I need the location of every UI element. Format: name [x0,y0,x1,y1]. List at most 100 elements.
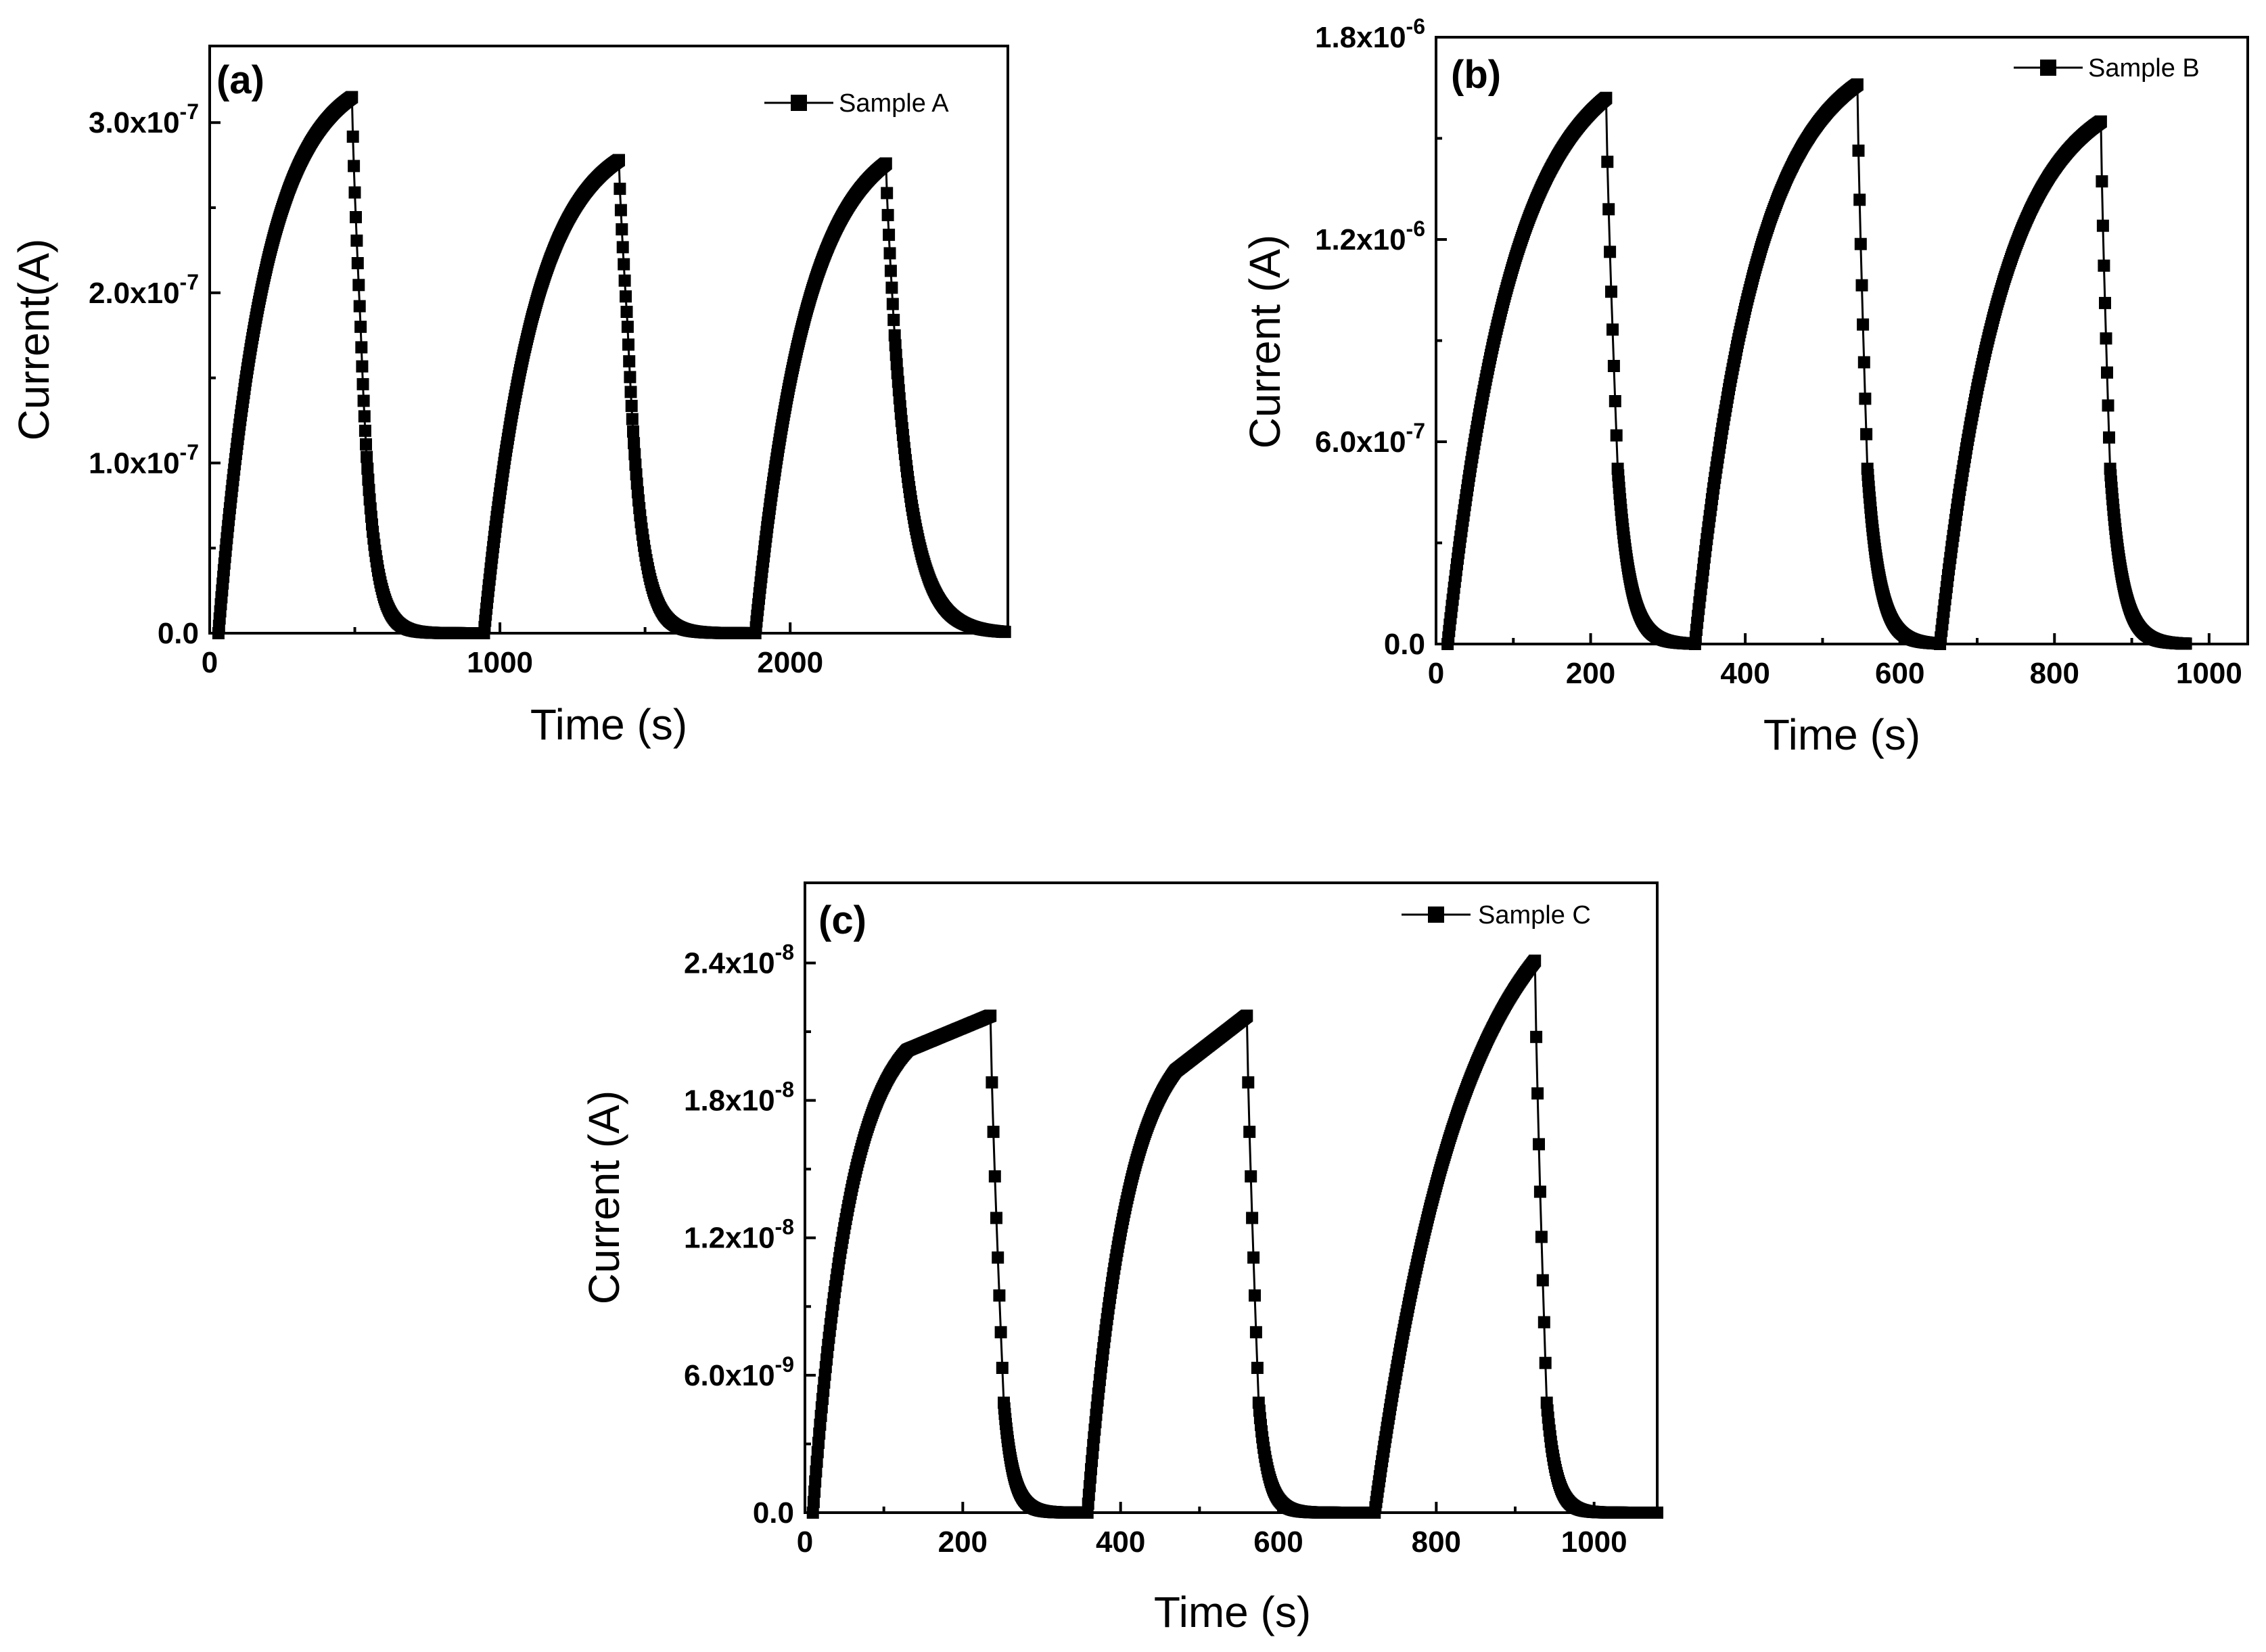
panel-b-data-point [1610,429,1623,442]
panel-c-data-point [1242,1076,1255,1088]
panel-a-data-point [620,290,632,303]
panel-a-data-point [628,448,641,461]
panel-b-x-tick-label: 800 [2030,657,2079,690]
panel-b-y-tick-label: 6.0x10-7 [1315,419,1425,459]
panel-a-data-point [352,279,365,292]
panel-b-data-point [1609,395,1621,407]
panel-b-x-tick-label: 400 [1720,657,1770,690]
panel-b-data-point [1605,285,1617,298]
panel-b-x-tick-label: 200 [1566,657,1615,690]
panel-a-series-line [217,95,1005,635]
panel-b-data-point [2100,332,2112,345]
panel-c-data-point [806,1507,819,1519]
panel-c-data-point [1245,1170,1257,1183]
panel-c-data-point [1533,1185,1546,1198]
panel-a-tag: (a) [216,58,264,102]
panel-b-data-point [1853,193,1866,206]
panel-a-data-point [889,339,902,352]
panel-b-x-tick-label: 600 [1875,657,1924,690]
panel-b-data-point [1602,203,1615,216]
panel-b-y-axis-label: Current (A) [1241,235,1289,449]
panel-a-data-point [360,438,372,451]
panel-a-data-point [883,229,896,242]
panel-c-data-point [1530,1030,1543,1043]
panel-a-y-tick-label: 1.0x10-7 [89,440,199,480]
panel-c-data-point [1243,1126,1256,1139]
panel-a-legend: Sample A [764,89,949,118]
panel-b-legend-label: Sample B [2088,54,2200,83]
panel-a-x-tick-label: 2000 [757,646,823,679]
panel-a-data-point [618,258,630,271]
panel-b-y-tick-label: 1.8x10-6 [1315,14,1425,54]
panel-a-data-point [885,281,898,294]
panel-c-y-tick-label: 0.0 [753,1496,794,1530]
panel-a-x-tick-label: 1000 [467,646,533,679]
panel-b-data-point [2094,115,2107,128]
panel-a-data-point [889,348,902,361]
panel-c-legend-label: Sample C [1478,901,1591,930]
panel-a-data-point [362,474,375,486]
panel-a-data-point [886,298,899,311]
panel-b-data-point [2102,399,2114,412]
panel-c-data-point [810,1465,823,1478]
panel-a-data-point [879,157,892,170]
panel-a-data-point [350,234,363,247]
panel-b-data-point [1855,279,1868,292]
panel-c-data-point [1537,1316,1550,1329]
panel-a-data-point [354,321,367,334]
panel-b-data-point [2103,431,2115,444]
panel-b-tag: (b) [1451,53,1501,97]
panel-a-data-point [614,183,626,196]
panel-c-data-point [1251,1362,1264,1374]
panel-a-data-point [361,451,373,463]
panel-c-data-point [993,1289,1006,1302]
panel-b-y-tick-label: 1.2x10-6 [1315,216,1425,256]
panel-a-data-point [356,360,369,373]
panel-a-series [212,91,1011,639]
panel-b-data-point [2179,637,2192,650]
panel-b-data-point [1601,156,1614,168]
panel-c-data-point [1651,1507,1663,1519]
panel-a-y-tick-label: 3.0x10-7 [89,99,199,139]
panel-a-y-tick-label: 0.0 [158,617,199,650]
panel-a-data-point [351,257,364,269]
panel-c-ticks: 0 200 400 600 800 1000 0.0 6.0x10-9 1.2x10-8 1.8x… [684,940,1627,1559]
panel-b-data-point [2101,366,2113,379]
panel-a-y-tick-label: 2.0x10-7 [89,270,199,310]
panel-b-data-point [1859,392,1872,405]
panel-a-data-point [628,437,641,450]
panel-a-data-point [346,91,359,104]
panel-b-data-point [1857,318,1870,331]
panel-a-data-point [622,338,634,351]
panel-a-data-point [888,329,901,342]
panel-c-data-point [986,1076,998,1088]
panel-c-data-point [1247,1251,1260,1264]
panel-b-data-point [2098,259,2110,272]
panel-a-data-point [358,410,371,423]
panel-a-data-point [624,371,637,384]
panel-a-x-tick-label: 0 [202,646,218,679]
panel-c-x-tick-label: 0 [797,1525,813,1559]
panel-a-x-axis-label: Time (s) [530,700,687,749]
panel-b-data-point [1604,246,1617,258]
panel-b-data-point [1854,237,1867,250]
panel-a-data-point [616,241,629,254]
panel-a-data-point [614,204,627,216]
panel-c-data-point [808,1485,821,1498]
panel-c-x-tick-label: 800 [1412,1525,1461,1559]
panel-c-y-axis-label: Current (A) [580,1091,628,1305]
panel-c-x-tick-label: 1000 [1561,1525,1627,1559]
panel-a-data-point [623,355,636,368]
panel-c-data-point [994,1326,1007,1339]
panel-b-data-point [2096,175,2108,188]
panel-a-data-point [353,300,366,313]
panel-a-data-point [881,208,894,221]
panel-a-data-point [625,400,638,412]
panel-a-data-point [616,223,628,235]
panel-a-data-point [348,160,361,173]
panel-a-legend-label: Sample A [839,89,949,118]
panel-a-data-point [363,484,375,497]
panel-a-data-point [350,211,362,223]
panel-b-data-point [1600,91,1613,104]
